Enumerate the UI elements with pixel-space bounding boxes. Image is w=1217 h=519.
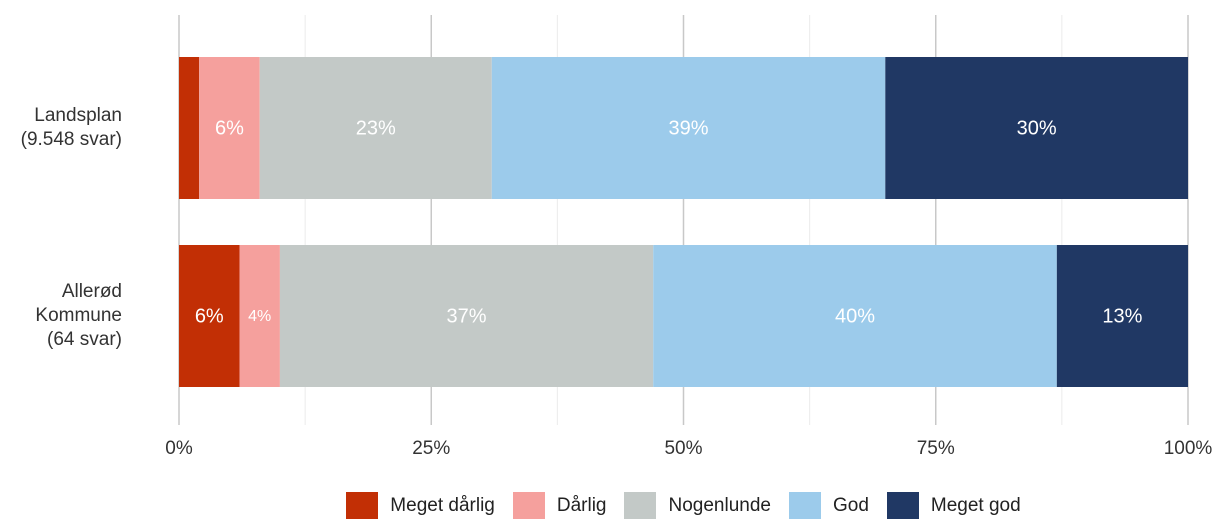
legend-label: God: [832, 495, 869, 516]
data-label: 37%: [447, 305, 487, 327]
legend-label: Meget dårlig: [390, 495, 495, 516]
x-tick-label: 50%: [664, 438, 702, 459]
legend-swatch: [346, 492, 379, 519]
legend-item: Meget dårlig: [346, 492, 495, 519]
legend-item: Dårlig: [512, 492, 607, 519]
x-tick-label: 75%: [917, 438, 955, 459]
y-tick-label: Allerød Kommune (64 svar): [35, 281, 122, 350]
bar-segment: [1056, 245, 1188, 387]
bar-segment: [259, 57, 492, 199]
data-label: 6%: [195, 305, 224, 327]
legend-label: Dårlig: [556, 495, 607, 516]
x-tick-label: 0%: [165, 438, 193, 459]
bar-segment: [653, 245, 1057, 387]
data-label: 6%: [215, 117, 244, 139]
bar-segment: [491, 57, 886, 199]
bar-segment: [179, 245, 240, 387]
legend-swatch: [624, 492, 657, 519]
data-label: 40%: [835, 305, 875, 327]
legend-swatch: [886, 492, 919, 519]
legend-item: God: [788, 492, 869, 519]
bar-segment: [199, 57, 260, 199]
x-tick-label: 25%: [412, 438, 450, 459]
legend-swatch: [788, 492, 821, 519]
x-tick-label: 100%: [1164, 438, 1213, 459]
data-label: 4%: [248, 308, 271, 325]
legend-item: Meget god: [886, 492, 1021, 519]
legend-label: Nogenlunde: [668, 495, 771, 516]
bar-segment: [885, 57, 1188, 199]
data-label: 13%: [1102, 305, 1142, 327]
bar-segment: [279, 245, 654, 387]
bar-segment: [239, 245, 280, 387]
legend-label: Meget god: [930, 495, 1021, 516]
data-label: 39%: [669, 117, 709, 139]
data-label: 30%: [1017, 117, 1057, 139]
legend-item: Nogenlunde: [624, 492, 771, 519]
legend-swatch: [512, 492, 545, 519]
legend: Meget dårlig Dårlig Nogenlunde God Meget god: [179, 492, 1188, 519]
bar-segment: [179, 57, 200, 199]
y-tick-label: Landsplan (9.548 svar): [20, 105, 122, 150]
data-label: 23%: [356, 117, 396, 139]
